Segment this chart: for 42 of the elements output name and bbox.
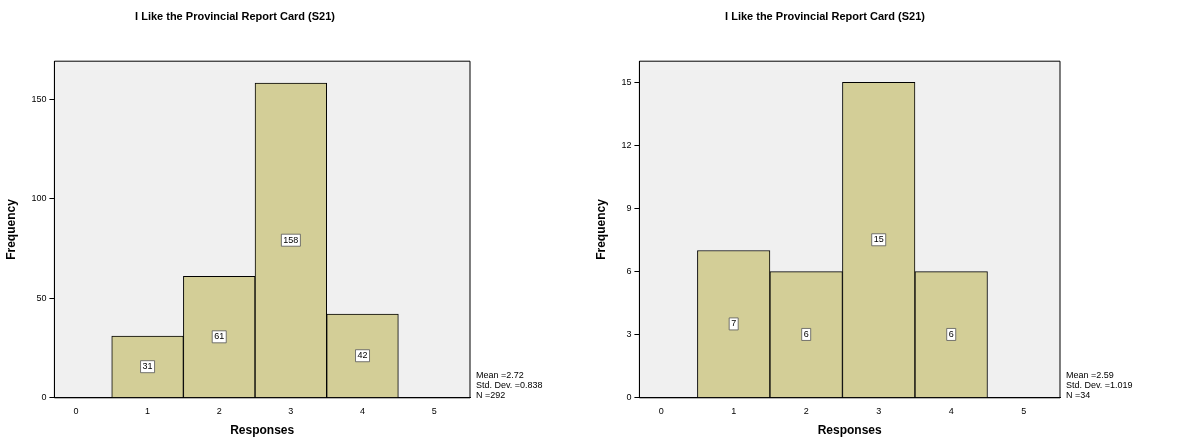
text: Mean =2.59 [1066, 369, 1115, 380]
chart-title: I Like the Provincial Report Card (S21) [135, 9, 336, 22]
data-label: 6 [948, 328, 954, 339]
y-tick-label: 100 [31, 193, 47, 204]
y-tick-label: 0 [626, 392, 632, 403]
text: Std. Dev. =1.019 [1066, 379, 1133, 390]
y-tick-label: 3 [626, 329, 632, 340]
x-tick-label: 4 [948, 405, 954, 416]
y-tick-label: 15 [621, 76, 632, 87]
x-tick-label: 1 [145, 405, 151, 416]
text: N =292 [476, 389, 507, 400]
chart-title: I Like the Provincial Report Card (S21) [725, 9, 926, 22]
y-axis-title: Frequency [593, 198, 608, 260]
data-label: 42 [357, 350, 368, 361]
y-tick-label: 0 [41, 392, 47, 403]
data-label: 7 [731, 318, 737, 329]
x-axis-title: Responses [817, 423, 883, 438]
data-label: 61 [214, 331, 225, 342]
data-label: 31 [142, 361, 153, 372]
data-label: 15 [873, 234, 884, 245]
x-tick-label: 5 [431, 405, 437, 416]
text: Mean =2.72 [476, 369, 525, 380]
x-tick-label: 2 [216, 405, 222, 416]
x-tick-label: 4 [360, 405, 366, 416]
y-tick-label: 150 [31, 93, 47, 104]
x-tick-label: 2 [803, 405, 809, 416]
y-tick-label: 50 [36, 292, 47, 303]
y-tick-label: 9 [626, 202, 632, 213]
y-tick-label: 12 [621, 139, 632, 150]
text: N =34 [1066, 389, 1092, 400]
x-tick-label: 1 [731, 405, 737, 416]
x-tick-label: 0 [658, 405, 664, 416]
data-label: 158 [283, 234, 299, 245]
y-tick-label: 6 [626, 266, 632, 277]
x-tick-label: 5 [1021, 405, 1027, 416]
y-axis-title: Frequency [3, 198, 18, 260]
x-tick-label: 3 [876, 405, 882, 416]
text: Std. Dev. =0.838 [476, 379, 543, 390]
x-tick-label: 3 [288, 405, 294, 416]
data-label: 6 [803, 328, 809, 339]
x-axis-title: Responses [230, 423, 295, 438]
x-tick-label: 0 [73, 405, 79, 416]
